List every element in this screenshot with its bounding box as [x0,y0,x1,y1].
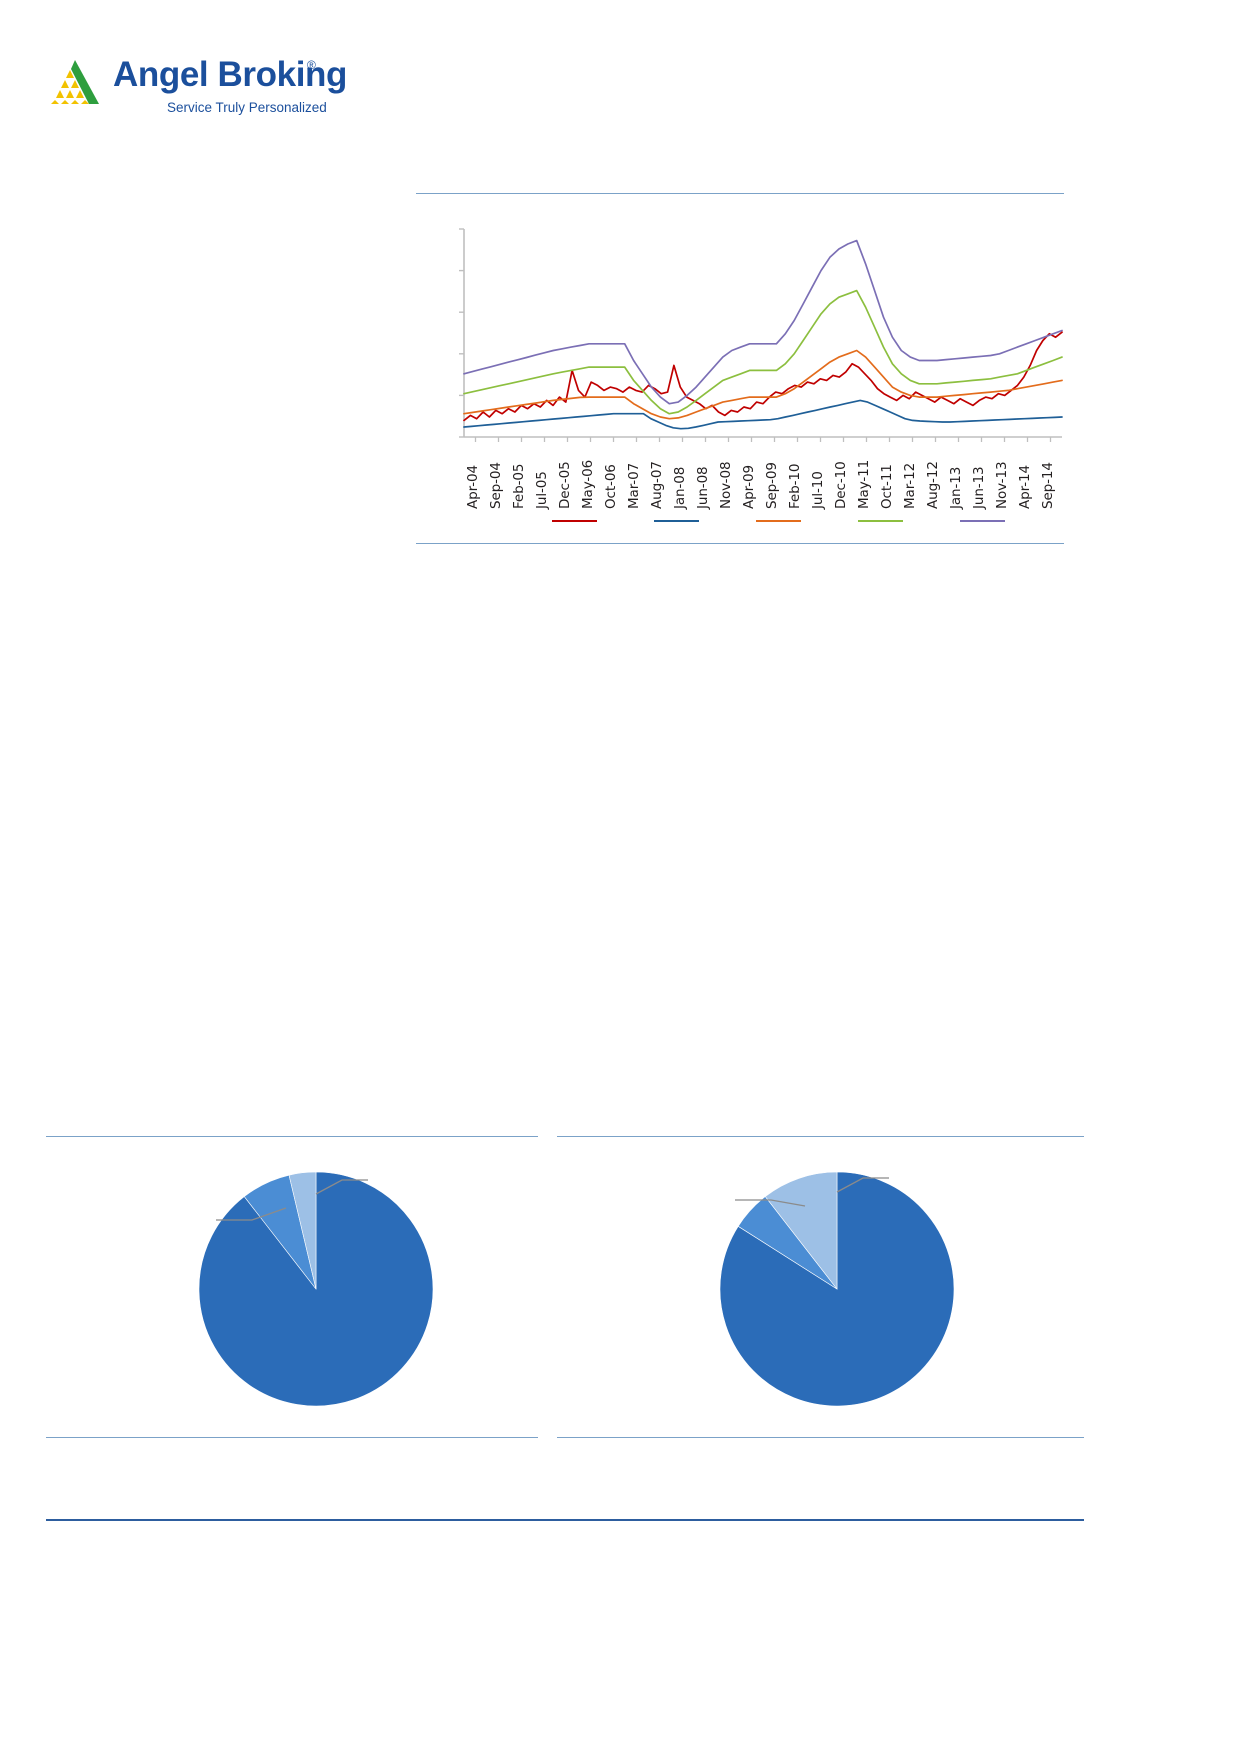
pie-slices [719,1171,955,1407]
pie-chart-left-plot-area [46,1146,538,1432]
x-axis-ticks [474,437,1052,442]
pie-leader-lines [735,1177,889,1207]
company-logo: Angel Broking ® Service Truly Personaliz… [45,52,347,127]
exhibit-rule-top [557,1136,1084,1137]
x-axis-tick-label: May-11 [855,459,872,509]
x-axis-tick-label: Jul-10 [809,471,826,509]
x-axis-tick-labels: Apr-04 Sep-04 Feb-05 Jul-05 Dec-05 May-06 Oct-… [416,447,1064,509]
x-axis-tick-label: Oct-11 [878,464,895,509]
logo-wordmark: Angel Broking [113,55,347,94]
pie-chart-right-svg [719,1171,955,1407]
x-axis-tick-label: Sep-14 [1039,462,1056,509]
pie-slice-3 [288,1171,317,1290]
pie-slices [198,1171,434,1407]
line-chart-legend [416,515,1064,529]
x-axis-tick-label: Feb-05 [510,463,527,509]
exhibit-rule-top [416,193,1064,194]
x-axis-tick-label: Jul-05 [533,471,550,509]
leader-line-2 [735,1199,806,1207]
footer-rule [46,1519,1084,1521]
x-axis-tick-label: Jun-08 [694,466,711,509]
x-axis-tick-label: Oct-06 [602,464,619,509]
pie-slice-3 [764,1171,838,1290]
x-axis-tick-label: Mar-07 [625,462,642,509]
pie-chart-right-plot-area [557,1146,1084,1432]
legend-swatch-purple [960,520,1005,522]
x-axis-tick-label: Feb-10 [786,463,803,509]
x-axis-tick-label: Sep-09 [763,462,780,509]
exhibit-rule-bottom [46,1437,538,1438]
x-axis-tick-label: Nov-08 [717,461,734,509]
y-axis-ticks [459,228,464,438]
line-series-orange [463,349,1063,420]
x-axis-tick-label: Mar-12 [901,462,918,509]
leader-line-2 [216,1207,287,1221]
pie-chart-left-svg [198,1171,434,1407]
line-chart-exhibit: Apr-04 Sep-04 Feb-05 Jul-05 Dec-05 May-06 Oct-… [416,193,1064,545]
x-axis-tick-label: Jan-13 [947,466,964,509]
exhibit-rule-top [46,1136,538,1137]
registered-trademark-icon: ® [307,58,316,72]
line-series-blue [463,399,1063,430]
line-series-red [463,331,1063,422]
x-axis-tick-label: Dec-10 [832,461,849,509]
exhibit-rule-bottom [557,1437,1084,1438]
pie-chart-right-exhibit [557,1136,1084,1439]
logo-tagline: Service Truly Personalized [167,100,327,115]
x-axis-tick-label: Nov-13 [993,461,1010,509]
legend-swatch-red [552,520,597,522]
line-chart-svg [459,228,1063,442]
x-axis-tick-label: Sep-04 [487,462,504,509]
legend-swatch-blue [654,520,699,522]
exhibit-rule-bottom [416,543,1064,544]
x-axis-tick-label: May-06 [579,459,596,509]
leader-line-1 [315,1179,368,1195]
line-series-green [463,289,1063,415]
x-axis-tick-label: Dec-05 [556,461,573,509]
x-axis-tick-label: Apr-04 [464,465,481,509]
x-axis-tick-label: Aug-07 [648,461,665,509]
angel-triangle-logo-icon [45,58,101,106]
pie-leader-lines [216,1179,368,1221]
x-axis-tick-label: Aug-12 [924,461,941,509]
leader-line-1 [836,1177,889,1193]
x-axis-tick-label: Jun-13 [970,466,987,509]
x-axis-tick-label: Apr-14 [1016,465,1033,509]
pie-chart-left-exhibit [46,1136,538,1439]
line-chart-series [463,239,1063,430]
legend-swatch-green [858,520,903,522]
x-axis-tick-label: Apr-09 [740,465,757,509]
legend-swatch-orange [756,520,801,522]
line-series-purple [463,239,1063,405]
line-chart-plot-area [416,215,1064,451]
x-axis-tick-label: Jan-08 [671,466,688,509]
